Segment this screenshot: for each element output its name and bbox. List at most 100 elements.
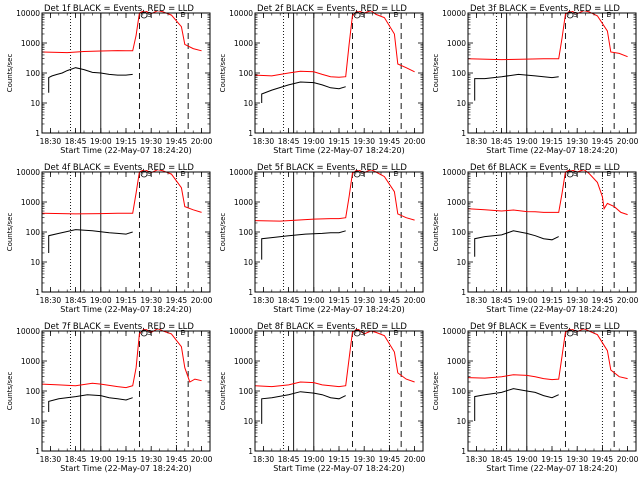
plot-frame [254,171,424,293]
start-marker-label: S [360,329,365,337]
panel-title: Det 8f BLACK = Events, RED = LLD [257,322,407,332]
start-marker-icon [140,329,148,337]
x-tick-label: 19:45 [592,137,614,146]
start-marker-icon [566,329,574,337]
x-axis-label: Start Time (22-May-07 18:24:20) [273,464,404,473]
x-tick-label: 19:15 [115,455,137,464]
x-tick-label: 19:30 [140,296,162,305]
y-tick-label: 10 [30,258,40,267]
panel-title: Det 1f BLACK = Events, RED = LLD [44,4,194,14]
end-marker-label: E [180,329,184,337]
x-tick-label: 18:30 [40,296,62,305]
y-tick-label: 10 [456,99,466,108]
x-tick-label: 19:30 [353,455,375,464]
lld-series-line [468,170,628,216]
x-axis-label: Start Time (22-May-07 18:24:20) [60,146,191,155]
x-tick-label: 19:00 [90,137,112,146]
x-axis-label: Start Time (22-May-07 18:24:20) [486,305,617,314]
events-series-line [261,81,346,103]
y-axis-label: Counts/sec [6,213,14,252]
y-tick-label: 100 [239,387,254,396]
start-marker-icon [353,329,361,337]
x-tick-label: 19:30 [353,296,375,305]
x-tick-label: 18:45 [65,455,87,464]
events-series-line [261,230,346,260]
panel-title: Det 7f BLACK = Events, RED = LLD [44,322,194,332]
x-tick-label: 18:30 [40,455,62,464]
x-tick-label: 19:00 [90,296,112,305]
plot-frame [467,12,637,134]
y-axis-label: Counts/sec [432,372,440,411]
y-tick-label: 1 [35,129,40,138]
x-tick-label: 18:45 [278,296,300,305]
x-tick-label: 20:00 [617,137,639,146]
y-axis-label: Counts/sec [219,372,227,411]
end-marker-label: E [393,329,397,337]
x-tick-label: 18:30 [466,137,488,146]
start-marker-label: S [147,170,152,178]
x-tick-label: 18:30 [466,296,488,305]
x-tick-label: 19:15 [328,455,350,464]
y-tick-label: 10000 [16,168,40,177]
x-tick-label: 20:00 [191,455,213,464]
x-tick-label: 20:00 [617,296,639,305]
x-tick-label: 19:30 [140,137,162,146]
y-tick-label: 1 [461,129,466,138]
x-tick-label: 18:30 [253,137,275,146]
start-marker-icon [353,11,361,19]
x-tick-label: 19:15 [541,296,563,305]
x-tick-label: 18:45 [491,455,513,464]
y-axis-label: Counts/sec [6,372,14,411]
y-axis-label: Counts/sec [219,213,227,252]
x-tick-label: 18:30 [40,137,62,146]
y-tick-label: 1000 [21,357,40,366]
x-tick-label: 19:45 [166,137,188,146]
start-marker-icon [140,170,148,178]
x-tick-label: 19:00 [90,455,112,464]
end-marker-label: E [180,11,184,19]
start-marker-label: S [573,329,578,337]
x-tick-label: 20:00 [404,296,426,305]
y-tick-label: 10 [30,99,40,108]
events-series-line [48,394,133,412]
x-tick-label: 19:15 [328,137,350,146]
y-tick-label: 10 [243,417,253,426]
y-tick-label: 1000 [234,39,253,48]
y-axis-label: Counts/sec [219,54,227,93]
y-tick-label: 100 [452,228,467,237]
x-tick-label: 19:30 [566,296,588,305]
x-tick-label: 19:45 [166,455,188,464]
y-tick-label: 1000 [447,198,466,207]
y-tick-label: 1 [461,288,466,297]
y-tick-label: 10000 [442,9,466,18]
x-tick-label: 18:30 [466,455,488,464]
x-axis-label: Start Time (22-May-07 18:24:20) [486,464,617,473]
lld-series-line [468,329,628,381]
lld-series-line [42,329,202,389]
x-axis-label: Start Time (22-May-07 18:24:20) [60,464,191,473]
plot-frame [467,330,637,452]
x-tick-label: 18:45 [278,137,300,146]
y-tick-label: 1000 [21,39,40,48]
y-tick-label: 10000 [442,327,466,336]
y-tick-label: 100 [26,387,41,396]
events-series-line [48,67,133,93]
y-tick-label: 100 [452,69,467,78]
plot-frame [41,330,211,452]
x-tick-label: 19:30 [353,137,375,146]
y-tick-label: 1000 [234,357,253,366]
x-tick-label: 18:45 [491,137,513,146]
plot-frame [254,330,424,452]
x-axis-label: Start Time (22-May-07 18:24:20) [273,146,404,155]
panel-title: Det 5f BLACK = Events, RED = LLD [257,163,407,173]
y-tick-label: 1 [248,447,253,456]
x-tick-label: 19:00 [516,137,538,146]
lld-series-line [255,170,415,222]
lld-series-line [255,11,415,78]
start-marker-label: S [360,11,365,19]
x-tick-label: 19:00 [303,137,325,146]
panel-title: Det 9f BLACK = Events, RED = LLD [470,322,620,332]
